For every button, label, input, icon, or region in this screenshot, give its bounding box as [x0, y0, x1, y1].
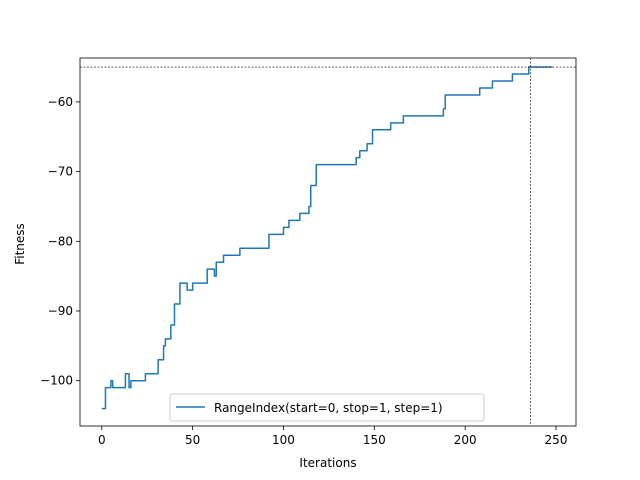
y-tick-label: −70	[48, 165, 73, 179]
y-axis-ticks: −100 −90 −80 −70 −60	[40, 95, 80, 388]
y-tick-label: −60	[48, 95, 73, 109]
x-tick-label: 0	[98, 433, 106, 447]
plot-area	[79, 57, 577, 427]
legend-entry-label: RangeIndex(start=0, stop=1, step=1)	[214, 401, 443, 415]
x-tick-label: 250	[545, 433, 568, 447]
y-tick-label: −90	[48, 304, 73, 318]
x-tick-label: 200	[454, 433, 477, 447]
legend: RangeIndex(start=0, stop=1, step=1)	[169, 393, 485, 422]
x-axis-ticks: 0 50 100 150 200 250	[98, 426, 567, 447]
series-line	[101, 66, 553, 410]
x-tick-label: 50	[185, 433, 200, 447]
x-tick-label: 150	[363, 433, 386, 447]
x-axis-label: Iterations	[299, 456, 356, 470]
legend-box	[169, 393, 485, 422]
y-tick-label: −80	[48, 234, 73, 248]
x-tick-label: 100	[272, 433, 295, 447]
y-tick-label: −100	[40, 374, 73, 388]
y-axis-label: Fitness	[13, 223, 27, 265]
axes-frame	[79, 57, 577, 427]
